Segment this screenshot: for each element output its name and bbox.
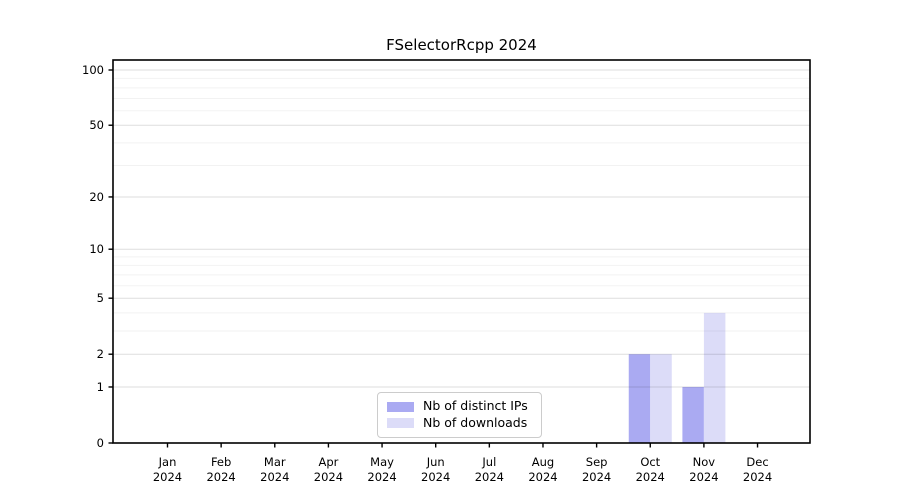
bar [703, 312, 726, 443]
x-tick-label-month: Jan [158, 455, 177, 469]
legend-label-distinct-ips: Nb of distinct IPs [423, 398, 528, 414]
x-tick-label-year: 2024 [743, 470, 772, 484]
legend-item-distinct-ips: Nb of distinct IPs [387, 400, 535, 413]
x-tick-label-month: Aug [532, 455, 554, 469]
x-tick-label-year: 2024 [582, 470, 611, 484]
x-tick-label-month: Mar [264, 455, 286, 469]
x-tick-label-month: Feb [211, 455, 231, 469]
y-tick-label: 0 [97, 436, 104, 450]
y-tick-label: 20 [89, 190, 104, 204]
y-tick-label: 10 [89, 242, 104, 256]
x-tick-label-year: 2024 [636, 470, 665, 484]
x-tick-label-month: Oct [640, 455, 660, 469]
x-tick-label-year: 2024 [689, 470, 718, 484]
legend-label-downloads: Nb of downloads [423, 415, 528, 431]
y-tick-label: 50 [89, 118, 104, 132]
x-tick-label-month: Dec [746, 455, 768, 469]
x-tick-label-month: Nov [693, 455, 716, 469]
y-tick-label: 1 [97, 380, 104, 394]
bar [650, 354, 672, 443]
bar [682, 386, 704, 443]
legend: Nb of distinct IPs Nb of downloads [377, 392, 542, 438]
y-tick-label: 5 [97, 291, 104, 305]
y-tick-label: 100 [82, 63, 104, 77]
x-tick-label-year: 2024 [153, 470, 182, 484]
x-tick-label-year: 2024 [421, 470, 450, 484]
x-tick-label-month: Jun [426, 455, 445, 469]
legend-swatch-distinct-ips [387, 401, 414, 412]
chart-title: FSelectorRcpp 2024 [386, 36, 537, 54]
x-tick-label-month: Apr [318, 455, 338, 469]
bar [628, 354, 651, 443]
x-tick-label-year: 2024 [475, 470, 504, 484]
x-tick-label-year: 2024 [367, 470, 396, 484]
legend-swatch-downloads [387, 418, 414, 429]
x-tick-label-year: 2024 [206, 470, 235, 484]
x-tick-label-month: Sep [586, 455, 608, 469]
plot-border [112, 59, 811, 444]
x-tick-label-month: May [370, 455, 394, 469]
x-tick-label-year: 2024 [314, 470, 343, 484]
x-tick-label-month: Jul [481, 455, 496, 469]
legend-item-downloads: Nb of downloads [387, 417, 535, 430]
x-tick-label-year: 2024 [260, 470, 289, 484]
y-tick-label: 2 [97, 347, 104, 361]
x-tick-label-year: 2024 [528, 470, 557, 484]
